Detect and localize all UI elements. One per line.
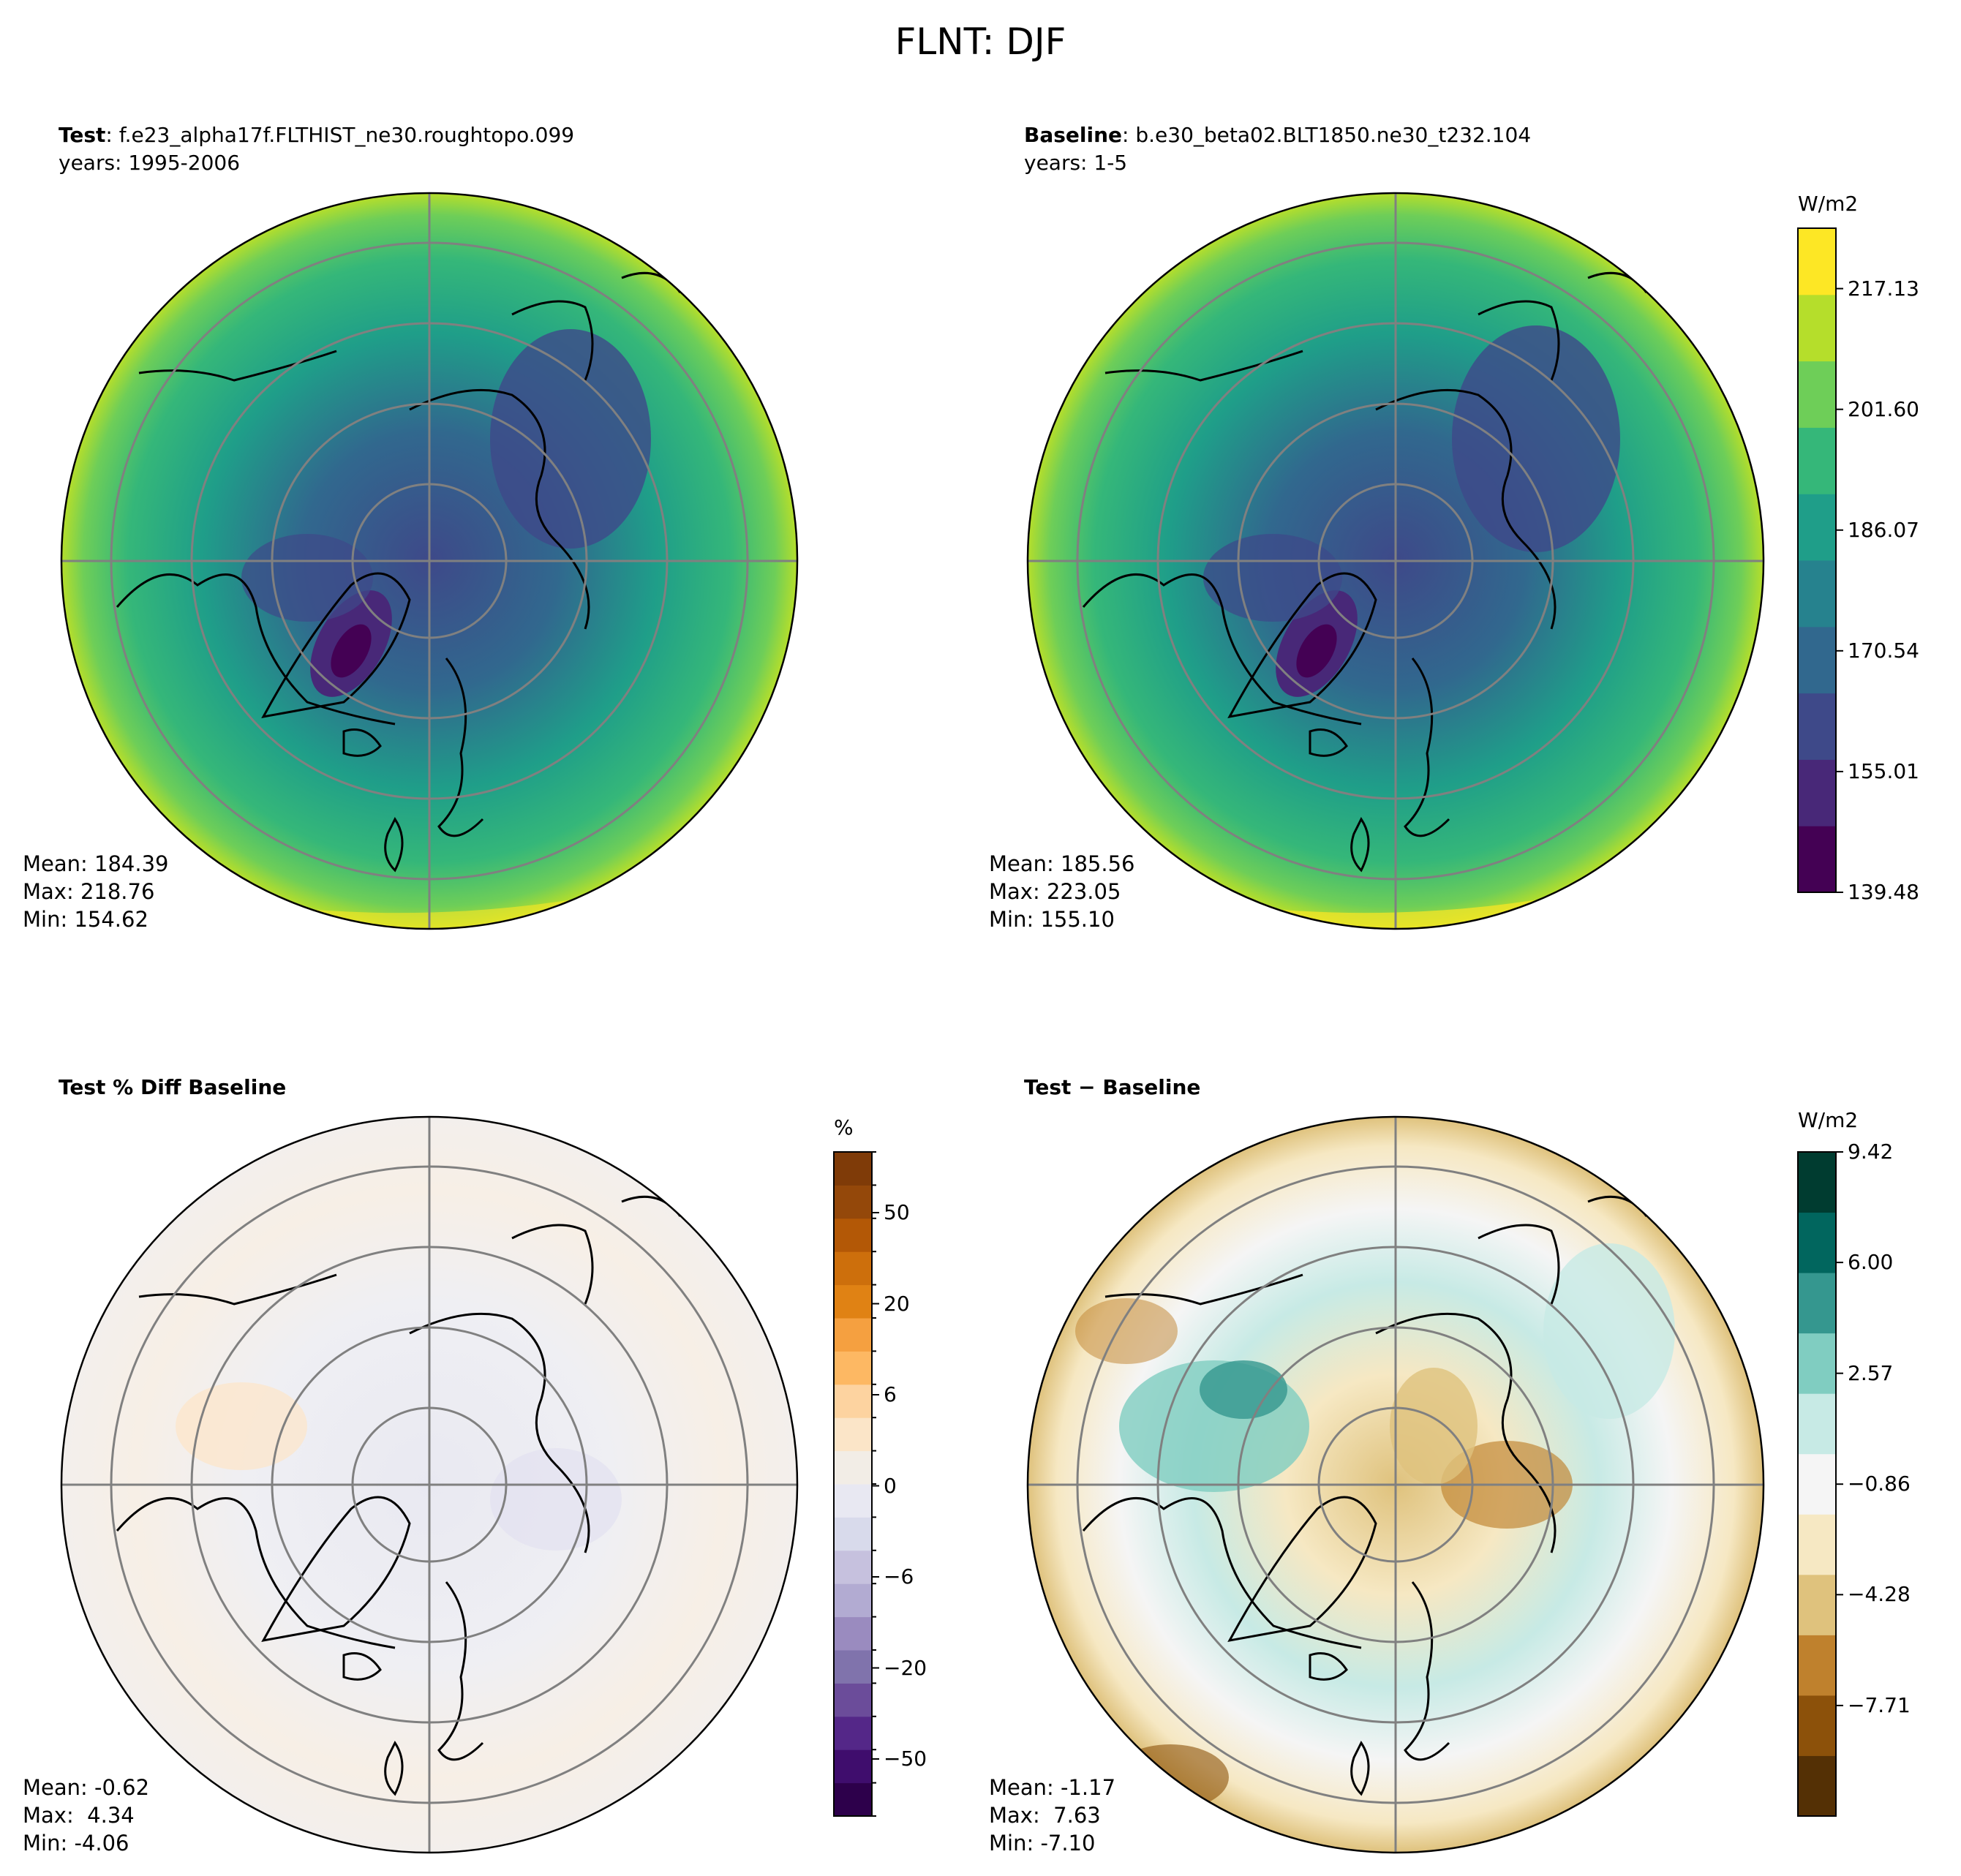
diff-coastlines: [1082, 1195, 1648, 1796]
colorbar-segment: [1798, 1695, 1836, 1756]
colorbar-segment: [834, 1650, 872, 1684]
colorbar-segment: [1798, 1453, 1836, 1515]
pct-diff-colorbar-unit: %: [834, 1115, 854, 1139]
colorbar-tick-label: 217.13: [1848, 276, 1919, 301]
colorbar-segment: [1798, 1393, 1836, 1455]
colorbar-tick-label: 201.60: [1848, 396, 1919, 421]
colorbar-segment: [1798, 1574, 1836, 1635]
colorbar-segment: [834, 1318, 872, 1352]
colorbar-segment: [1798, 294, 1836, 362]
baseline-colorbar: [1797, 227, 1843, 893]
colorbar-segment: [1798, 1755, 1836, 1817]
baseline-coastlines: [1082, 271, 1648, 873]
colorbar-tick-label: 20: [884, 1291, 910, 1316]
baseline-panel-title: Baseline: b.e30_beta02.BLT1850.ne30_t232…: [1024, 123, 1532, 147]
colorbar-tick-label: 186.07: [1848, 517, 1919, 542]
colorbar-tick-label: −4.28: [1848, 1582, 1911, 1607]
baseline-colorbar-unit: W/m2: [1798, 192, 1859, 216]
colorbar-segment: [1798, 1273, 1836, 1334]
diff-panel-title: Test − Baseline: [1024, 1075, 1201, 1099]
colorbar-segment: [834, 1583, 872, 1618]
baseline-stats: Mean: 185.56 Max: 223.05 Min: 155.10: [989, 851, 1135, 932]
colorbar-segment: [834, 1484, 872, 1518]
colorbar-tick-label: 6.00: [1848, 1250, 1894, 1275]
colorbar-tick-label: −20: [884, 1655, 927, 1680]
colorbar-segment: [834, 1218, 872, 1252]
colorbar-tick-label: 9.42: [1848, 1139, 1894, 1164]
colorbar-segment: [1798, 361, 1836, 428]
test-map: [60, 192, 799, 930]
test-stats: Mean: 184.39 Max: 218.76 Min: 154.62: [23, 851, 169, 932]
colorbar-segment: [1798, 494, 1836, 561]
colorbar-outline: [1797, 227, 1837, 893]
colorbar-segment: [834, 1185, 872, 1219]
test-coastlines: [116, 271, 682, 873]
colorbar-tick-label: 6: [884, 1382, 897, 1406]
colorbar-segment: [1798, 1152, 1836, 1213]
colorbar-tick-label: −7.71: [1848, 1692, 1911, 1717]
colorbar-segment: [1798, 427, 1836, 494]
colorbar-segment: [1798, 759, 1836, 826]
colorbar-segment: [834, 1782, 872, 1817]
colorbar-segment: [834, 1749, 872, 1784]
colorbar-tick-label: 50: [884, 1200, 910, 1224]
colorbar-segment: [1798, 1635, 1836, 1696]
diff-stats: Mean: -1.17 Max: 7.63 Min: -7.10: [989, 1775, 1116, 1856]
diff-gridlines: [1028, 1117, 1764, 1853]
colorbar-segment: [834, 1284, 872, 1319]
baseline-panel-subtitle: years: 1-5: [1024, 151, 1128, 175]
diff-map: [1026, 1115, 1765, 1854]
colorbar-tick-label: −50: [884, 1747, 927, 1771]
pct-diff-colorbar: [833, 1151, 879, 1817]
colorbar-segment: [834, 1384, 872, 1418]
colorbar-tick-label: 139.48: [1848, 880, 1919, 904]
colorbar-segment: [1798, 693, 1836, 760]
colorbar-segment: [1798, 1514, 1836, 1575]
colorbar-segment: [1798, 626, 1836, 694]
pct-diff-coastlines: [116, 1195, 682, 1796]
pct-diff-map: [60, 1115, 799, 1854]
colorbar-segment: [834, 1152, 872, 1186]
colorbar-segment: [834, 1417, 872, 1452]
diff-colorbar: [1797, 1151, 1843, 1817]
colorbar-tick-label: 0: [884, 1473, 897, 1498]
colorbar-tick-label: −0.86: [1848, 1472, 1911, 1496]
figure-title: FLNT: DJF: [895, 20, 1066, 63]
colorbar-segment: [1798, 826, 1836, 893]
test-gridlines: [61, 193, 797, 929]
colorbar-segment: [834, 1251, 872, 1286]
test-panel-subtitle: years: 1995-2006: [59, 151, 241, 175]
diff-colorbar-unit: W/m2: [1798, 1108, 1859, 1132]
colorbar-segment: [1798, 560, 1836, 628]
colorbar-tick-label: 2.57: [1848, 1360, 1894, 1385]
colorbar-segment: [834, 1517, 872, 1551]
colorbar-segment: [834, 1683, 872, 1717]
baseline-map: [1026, 192, 1765, 930]
pct-diff-panel-title: Test % Diff Baseline: [59, 1075, 287, 1099]
test-panel-title: Test: f.e23_alpha17f.FLTHIST_ne30.rought…: [59, 123, 575, 147]
colorbar-tick-label: −6: [884, 1564, 914, 1589]
pct-diff-stats: Mean: -0.62 Max: 4.34 Min: -4.06: [23, 1775, 150, 1856]
colorbar-segment: [1798, 1212, 1836, 1273]
colorbar-segment: [834, 1351, 872, 1385]
colorbar-segment: [834, 1450, 872, 1485]
colorbar-segment: [1798, 228, 1836, 295]
colorbar-tick-label: 155.01: [1848, 758, 1919, 783]
pct-diff-gridlines: [61, 1117, 797, 1853]
colorbar-segment: [1798, 1333, 1836, 1394]
colorbar-segment: [834, 1550, 872, 1584]
colorbar-tick-label: 170.54: [1848, 638, 1919, 663]
baseline-gridlines: [1028, 193, 1764, 929]
colorbar-segment: [834, 1716, 872, 1750]
colorbar-segment: [834, 1616, 872, 1651]
